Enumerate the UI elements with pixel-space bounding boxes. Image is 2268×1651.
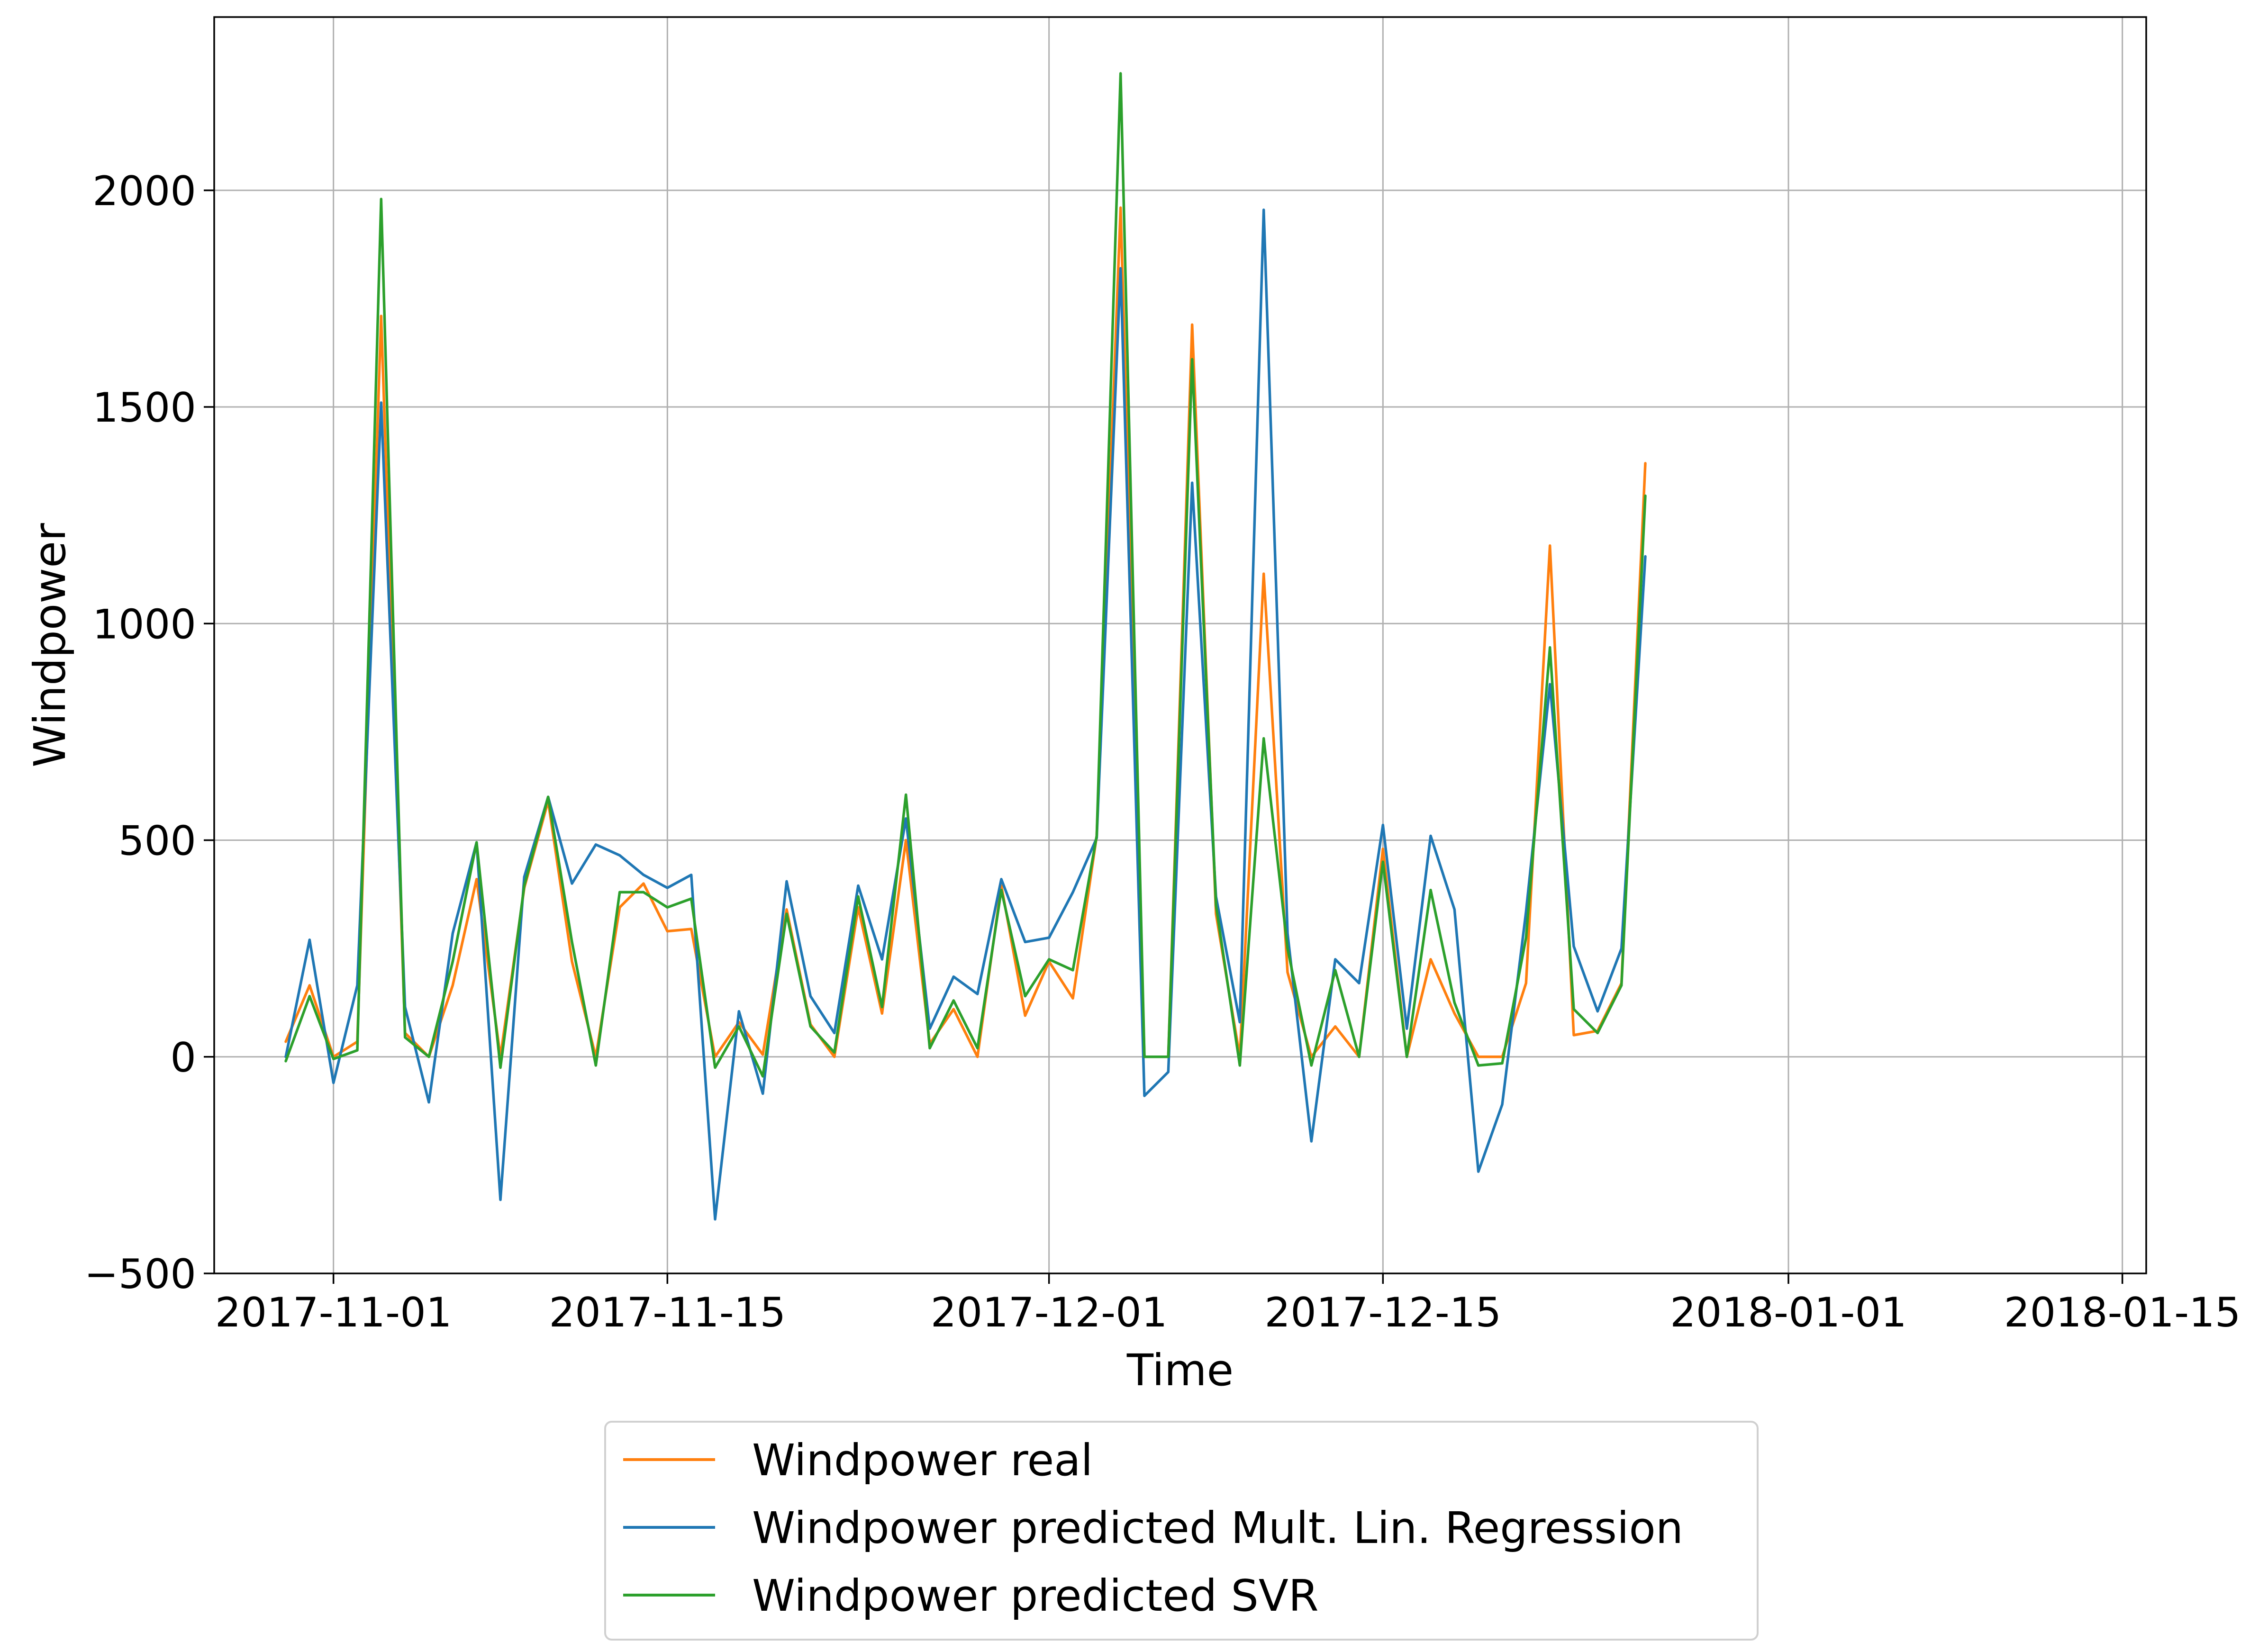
grid-lines [214,17,2146,1274]
legend-box [604,1421,1759,1641]
series-line-0 [284,206,1647,1058]
legend-label: Windpower predicted Mult. Lin. Regressio… [752,1503,1683,1553]
legend-label: Windpower predicted SVR [752,1570,1319,1621]
y-axis-label: Windpower [25,523,75,767]
x-axis-label: Time [1126,1345,1234,1396]
x-axis: 2017-11-01 2017-11-15 2017-12-01 2017-12-15… [215,1273,2241,1336]
series-lines [284,72,1647,1221]
legend: Windpower real Windpower predicted Mult. … [604,1421,1759,1641]
x-tick-label: 2017-12-01 [931,1289,1168,1336]
x-tick-label: 2017-12-15 [1264,1289,1501,1336]
y-axis: −500 0 500 1000 1500 2000 [84,168,214,1298]
y-tick-label: 500 [118,818,196,865]
x-tick-label: 2018-01-01 [1670,1289,1907,1336]
x-tick-label: 2017-11-15 [549,1289,786,1336]
y-tick-label: 2000 [92,168,196,215]
y-tick-label: 1000 [92,601,196,648]
legend-label: Windpower real [752,1435,1093,1486]
y-tick-label: 1500 [92,384,196,432]
y-tick-label: 0 [170,1034,196,1082]
y-tick-label: −500 [84,1251,196,1298]
series-line-2 [284,72,1647,1078]
plot-frame [213,16,2147,1274]
x-tick-label: 2017-11-01 [215,1289,452,1336]
series-line-1 [284,208,1647,1221]
x-tick-label: 2018-01-15 [2004,1289,2241,1336]
